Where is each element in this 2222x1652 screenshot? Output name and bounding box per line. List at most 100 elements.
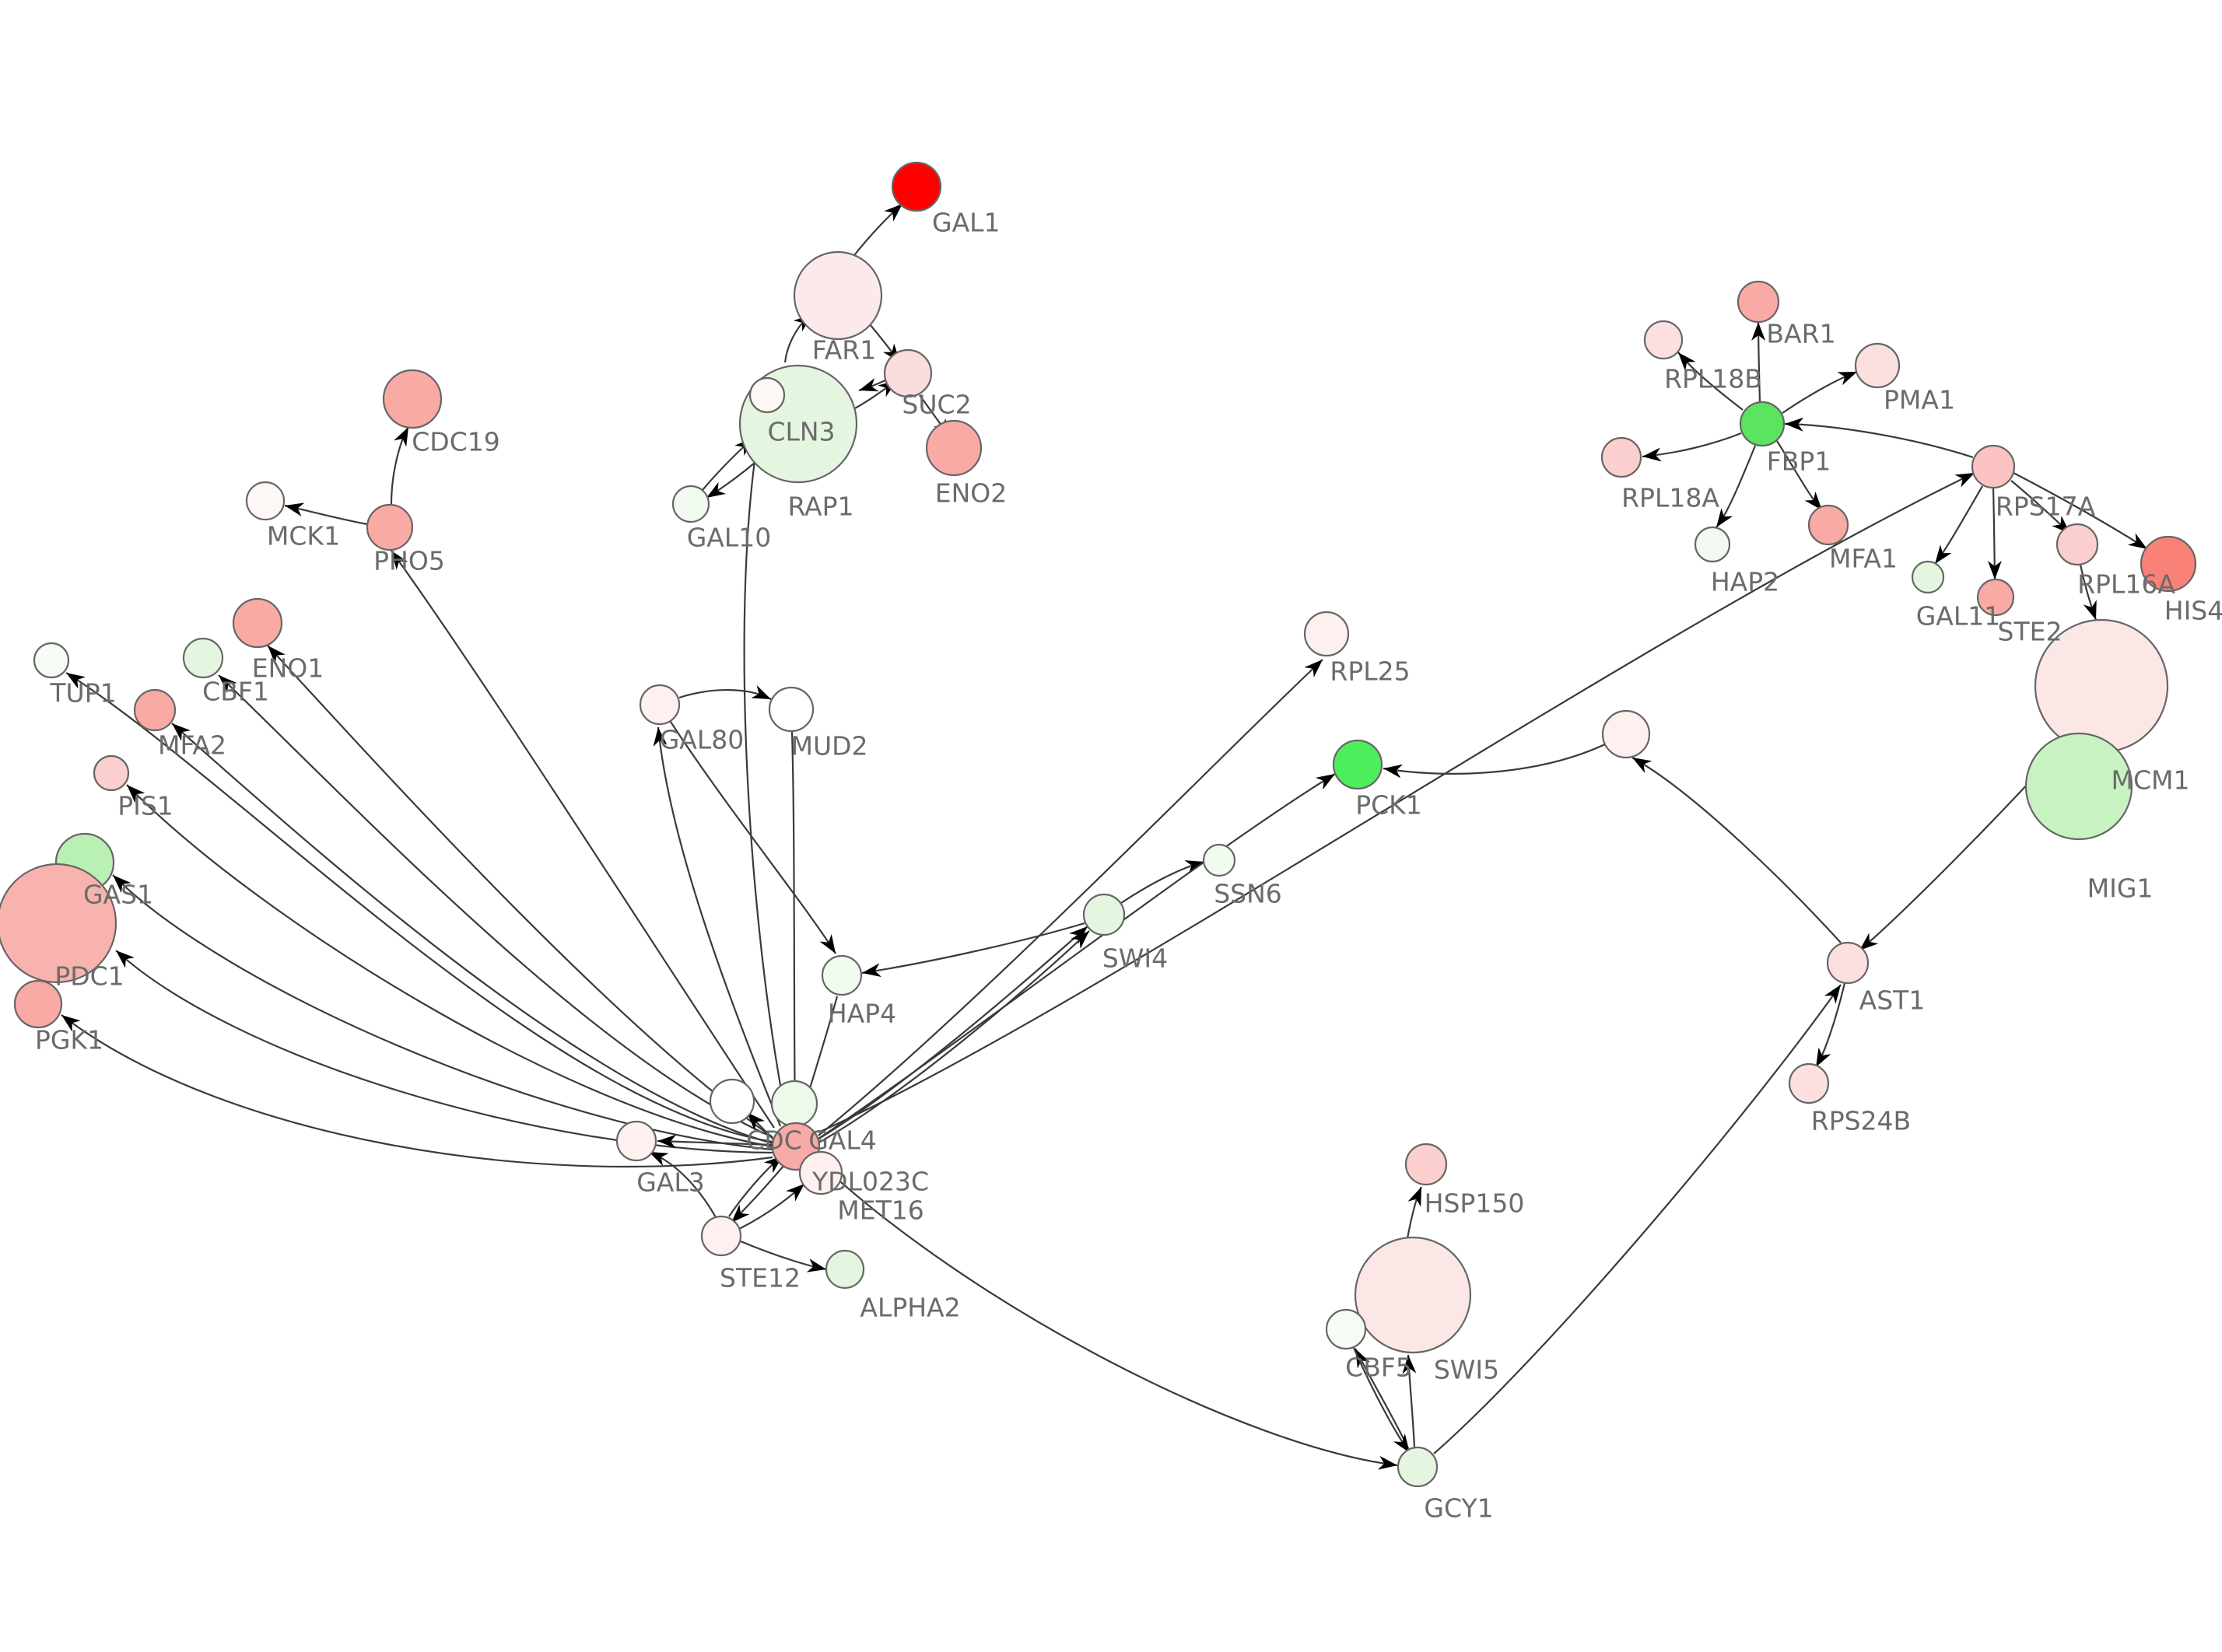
node-label-ste2: STE2 xyxy=(1998,617,2063,647)
node-met16[interactable] xyxy=(770,1080,818,1128)
node-rps17a[interactable] xyxy=(1971,444,2016,489)
node-cdc19[interactable] xyxy=(382,369,443,429)
node-mfa2[interactable] xyxy=(133,688,177,732)
arrowhead-FBP1-to-RPL18B xyxy=(1678,352,1696,371)
node-pis1[interactable] xyxy=(93,754,130,792)
node-label-his4: HIS4 xyxy=(2164,596,2222,626)
node-label-far1: FAR1 xyxy=(812,335,876,366)
edge-GAL4-to-GAS1 xyxy=(112,874,773,1151)
edge-GAL4-to-PGK1 xyxy=(61,1014,773,1168)
arrowhead-RPS17A-to-FBP1 xyxy=(1785,417,1804,432)
node-label-cbf5: CBF5 xyxy=(1345,1353,1412,1383)
node-label-gal4: GAL4 xyxy=(808,1125,877,1156)
node-rap1[interactable] xyxy=(748,376,786,414)
node-label-rps17a: RPS17A xyxy=(1996,492,2096,522)
node-pck1[interactable] xyxy=(1332,739,1383,790)
node-label-mfa2: MFA2 xyxy=(158,730,226,761)
node-his4[interactable] xyxy=(2140,535,2197,593)
node-hsp150[interactable] xyxy=(1404,1143,1448,1186)
edge-GCY1-to-AST1 xyxy=(1433,984,1842,1454)
label-layer: GAL1 FAR1 SUC2 ENO2 CLN3 RAP1 GAL10 CDC19 MCK1 PH… xyxy=(35,208,2222,1524)
node-rpl18b[interactable] xyxy=(1643,320,1684,360)
node-ast1[interactable] xyxy=(1826,941,1870,985)
arrowhead-GAL80-to-HAP4 xyxy=(819,933,836,954)
node-tup1[interactable] xyxy=(33,642,70,679)
arrowhead-RPS17A-to-STE2 xyxy=(1987,560,2002,579)
node-pdc1[interactable] xyxy=(0,863,117,984)
node-rpl18a[interactable] xyxy=(1600,436,1642,478)
arrowhead-PHO5-to-CDC19 xyxy=(394,427,408,447)
node-mfa1[interactable] xyxy=(1807,504,1849,546)
arrowhead-STE12-to-GAL3 xyxy=(649,1152,669,1167)
node-label-pdc1: PDC1 xyxy=(54,961,124,992)
arrowhead-GAL80-to-MUD2 xyxy=(751,685,771,699)
arrowhead-NODE_UNLABELED_1-to-PCK1 xyxy=(1383,764,1404,779)
node-label-rpl25: RPL25 xyxy=(1330,656,1410,687)
arrowhead-GAL4-to-ENO1 xyxy=(268,646,286,664)
node-label-rpl18b: RPL18B xyxy=(1664,364,1762,394)
arrowhead-GAL4-to-RPS17A xyxy=(1954,473,1975,488)
node-cdc[interactable] xyxy=(709,1078,755,1125)
node-pho5[interactable] xyxy=(366,503,414,551)
node-label-hap2: HAP2 xyxy=(1711,567,1779,597)
node-label-gal3: GAL3 xyxy=(636,1167,705,1198)
node-eno2[interactable] xyxy=(925,419,983,477)
node-mck1[interactable] xyxy=(245,481,286,521)
node-label-alpha2: ALPHA2 xyxy=(860,1293,960,1323)
edge-NODE_UNLABELED_1-to-PCK1 xyxy=(1383,744,1606,775)
node-gal11[interactable] xyxy=(1911,560,1945,594)
node-gal1[interactable] xyxy=(891,161,942,212)
node-label-cdc19: CDC19 xyxy=(412,427,500,457)
edge-GAL4-to-PIS1 xyxy=(126,784,773,1148)
node-mud2[interactable] xyxy=(768,686,815,733)
arrowhead-GAL4-to-GAL3 xyxy=(657,1134,677,1149)
arrowhead-CBF5-to-GCY1 xyxy=(1393,1433,1410,1453)
node-ste2[interactable] xyxy=(1976,578,2015,617)
node-gal80[interactable] xyxy=(639,684,681,726)
arrowhead-GAL4-to-TUP1 xyxy=(66,673,86,689)
node-ssn6[interactable] xyxy=(1202,843,1236,877)
node-suc2[interactable] xyxy=(883,348,933,398)
arrowhead-GCY1-to-AST1 xyxy=(1824,985,1841,1004)
node-cbf5[interactable] xyxy=(1325,1308,1367,1350)
node-mig1[interactable] xyxy=(2024,732,2133,841)
node-ste12[interactable] xyxy=(700,1215,742,1257)
node-pgk1[interactable] xyxy=(13,979,63,1029)
node-label-hsp150: HSP150 xyxy=(1425,1188,1525,1219)
node-far1[interactable] xyxy=(793,250,883,341)
arrowhead-SWI4-to-SSN6 xyxy=(1184,860,1204,874)
node-gal10[interactable] xyxy=(671,485,710,523)
node-eno1[interactable] xyxy=(232,597,283,649)
node-bar1[interactable] xyxy=(1737,280,1780,324)
arrowhead-FBP1-to-HAP2 xyxy=(1716,508,1733,527)
arrowhead-GAL4-to-GAL80 xyxy=(653,727,668,747)
arrowhead-RPL16A-to-MCM1 xyxy=(2083,600,2097,620)
node-ydl023c[interactable] xyxy=(798,1150,843,1195)
arrowhead-RPS17A-to-GAL11 xyxy=(1935,544,1952,564)
node-cbf1[interactable] xyxy=(182,637,224,679)
arrowhead-CLN3-to-GAL10 xyxy=(706,481,727,498)
edge-GAL80-to-HAP4 xyxy=(670,721,836,954)
node-gal3[interactable] xyxy=(615,1120,657,1162)
arrowhead-FBP1-to-MFA1 xyxy=(1804,491,1822,510)
node-label-eno1: ENO1 xyxy=(252,653,324,684)
node-swi5[interactable] xyxy=(1354,1236,1472,1354)
node-label-pgk1: PGK1 xyxy=(35,1025,103,1055)
node-hap4[interactable] xyxy=(821,954,863,996)
node-alpha2[interactable] xyxy=(825,1249,865,1290)
edge-GAL4-to-PDC1 xyxy=(115,950,773,1154)
node-label-bar1: BAR1 xyxy=(1766,319,1835,349)
node-hap2[interactable] xyxy=(1694,526,1731,563)
node-gcy1[interactable] xyxy=(1397,1446,1439,1488)
node-swi4[interactable] xyxy=(1082,893,1126,936)
node-pma1[interactable] xyxy=(1854,342,1901,389)
node-node_unlabeled_1[interactable] xyxy=(1601,709,1651,759)
node-label-rpl18a: RPL18A xyxy=(1621,483,1719,513)
node-label-gcy1: GCY1 xyxy=(1424,1493,1493,1524)
node-label-gal10: GAL10 xyxy=(687,523,772,553)
arrowhead-GAL4-to-PCK1 xyxy=(1315,774,1335,790)
node-fbp1[interactable] xyxy=(1739,401,1786,447)
node-rps24b[interactable] xyxy=(1788,1062,1830,1104)
node-rpl25[interactable] xyxy=(1303,611,1350,657)
node-rpl16a[interactable] xyxy=(2056,523,2099,566)
